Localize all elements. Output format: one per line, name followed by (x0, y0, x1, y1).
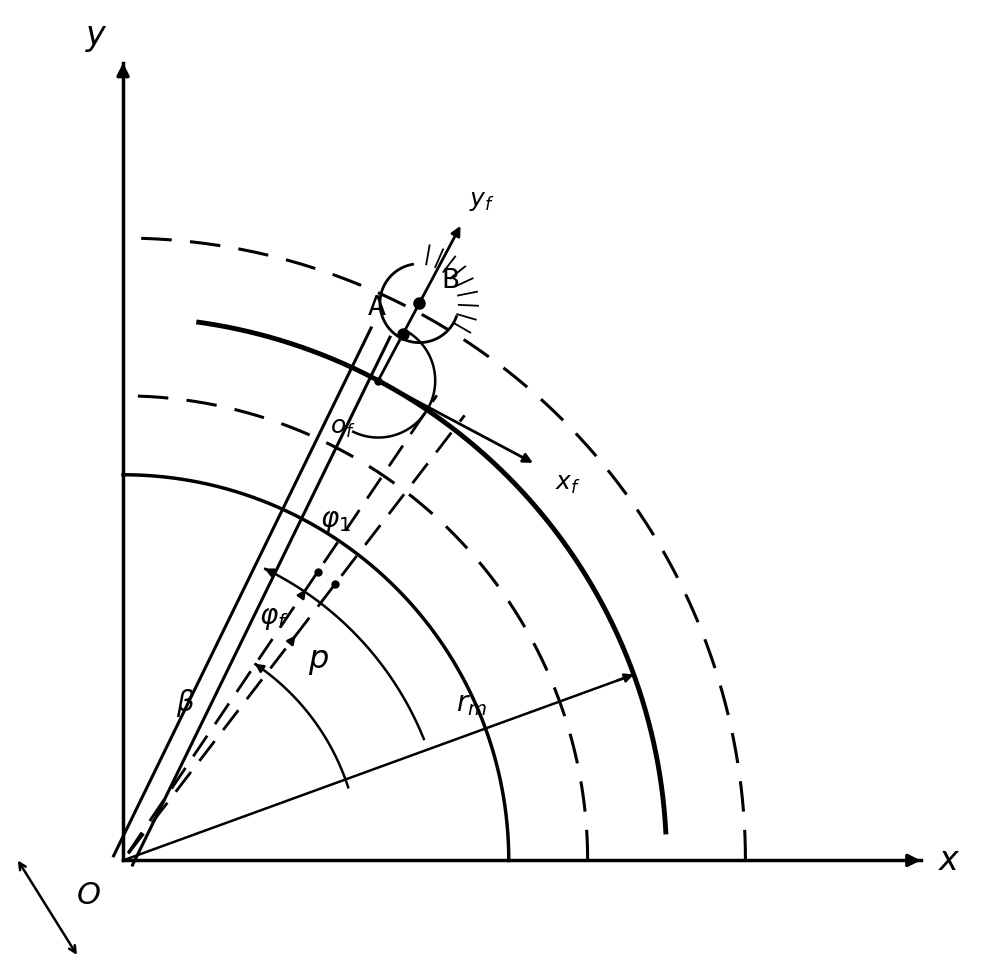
Text: $O$: $O$ (76, 881, 100, 910)
Text: B: B (441, 269, 459, 294)
Text: $y_f$: $y_f$ (469, 189, 495, 213)
Text: $x_f$: $x_f$ (555, 472, 581, 496)
Text: A: A (368, 295, 386, 321)
Text: $x$: $x$ (938, 844, 961, 877)
Text: $p$: $p$ (308, 646, 329, 677)
Text: $\varphi_f$: $\varphi_f$ (259, 603, 289, 631)
Text: $o_f$: $o_f$ (330, 416, 356, 440)
Text: $y$: $y$ (85, 21, 108, 54)
Text: $r_m$: $r_m$ (456, 690, 487, 718)
Text: $\beta$: $\beta$ (176, 688, 195, 719)
Text: $\varphi_1$: $\varphi_1$ (320, 508, 351, 536)
